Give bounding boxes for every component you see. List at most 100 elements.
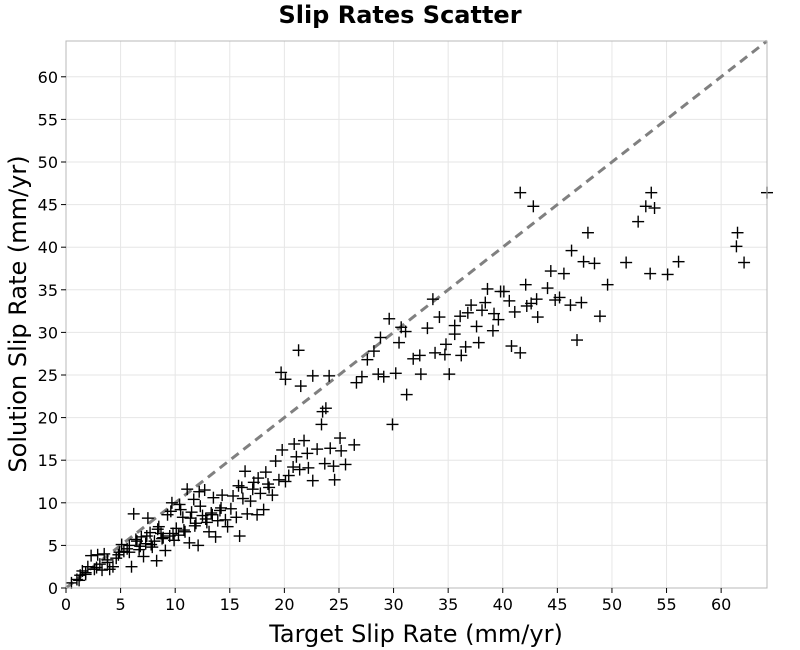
data-point bbox=[355, 370, 368, 383]
data-point bbox=[173, 498, 186, 511]
data-point bbox=[593, 310, 606, 323]
data-point bbox=[367, 345, 380, 358]
data-point bbox=[156, 532, 169, 545]
data-point bbox=[106, 560, 119, 573]
data-point bbox=[137, 550, 150, 563]
data-point bbox=[91, 548, 104, 561]
data-point bbox=[165, 496, 178, 509]
data-point bbox=[372, 368, 385, 381]
data-point bbox=[335, 444, 348, 457]
data-point bbox=[185, 506, 198, 519]
data-point bbox=[328, 473, 341, 486]
data-point bbox=[192, 539, 205, 552]
x-tick-label: 0 bbox=[61, 595, 71, 614]
data-point bbox=[459, 340, 472, 353]
data-point bbox=[514, 186, 527, 199]
data-point bbox=[632, 215, 645, 228]
data-point bbox=[661, 268, 674, 281]
data-point bbox=[413, 349, 426, 362]
data-point bbox=[282, 469, 295, 482]
data-point bbox=[454, 310, 467, 323]
x-tick-label: 25 bbox=[329, 595, 349, 614]
y-axis-label: Solution Slip Rate (mm/yr) bbox=[4, 155, 32, 472]
data-point bbox=[221, 520, 234, 533]
data-point bbox=[461, 306, 474, 319]
data-point bbox=[85, 549, 98, 562]
data-point bbox=[96, 564, 109, 577]
x-axis-label: Target Slip Rate (mm/yr) bbox=[268, 620, 563, 648]
data-point bbox=[389, 367, 402, 380]
data-point bbox=[575, 296, 588, 309]
data-point bbox=[262, 478, 275, 491]
y-axis-ticks: 0 5 10 15 20 25 30 35 40 45 50 55 60 bbox=[38, 68, 66, 598]
data-point bbox=[181, 483, 194, 496]
y-tick-label: 0 bbox=[48, 579, 58, 598]
x-tick-label: 55 bbox=[656, 595, 676, 614]
data-point bbox=[520, 299, 533, 312]
data-point bbox=[140, 530, 153, 543]
data-point bbox=[79, 568, 92, 581]
data-point bbox=[232, 479, 245, 492]
data-point bbox=[601, 278, 614, 291]
data-point bbox=[73, 574, 86, 587]
data-point bbox=[219, 513, 232, 526]
data-point bbox=[194, 500, 207, 513]
y-tick-label: 5 bbox=[48, 536, 58, 555]
y-tick-label: 10 bbox=[38, 494, 58, 513]
data-point bbox=[88, 563, 101, 576]
y-tick-label: 55 bbox=[38, 110, 58, 129]
y-tick-label: 30 bbox=[38, 323, 58, 342]
data-point bbox=[288, 438, 301, 451]
data-point bbox=[439, 338, 452, 351]
data-point bbox=[393, 336, 406, 349]
plot-frame bbox=[65, 40, 768, 589]
data-point bbox=[448, 319, 461, 332]
data-point bbox=[246, 483, 259, 496]
data-point bbox=[101, 553, 114, 566]
data-point bbox=[386, 418, 399, 431]
data-point bbox=[530, 293, 543, 306]
data-point bbox=[211, 514, 224, 527]
data-point bbox=[645, 186, 658, 199]
data-point bbox=[486, 324, 499, 337]
data-point bbox=[259, 466, 272, 479]
data-point bbox=[306, 474, 319, 487]
data-point bbox=[236, 492, 249, 505]
y-tick-label: 15 bbox=[38, 451, 58, 470]
y-tick-label: 60 bbox=[38, 68, 58, 87]
data-point bbox=[577, 255, 590, 268]
data-point bbox=[203, 525, 216, 538]
data-point bbox=[479, 296, 492, 309]
data-point bbox=[199, 512, 212, 525]
data-point bbox=[672, 255, 685, 268]
data-point bbox=[184, 512, 197, 525]
x-tick-label: 45 bbox=[547, 595, 567, 614]
data-point bbox=[215, 501, 228, 514]
data-point bbox=[183, 536, 196, 549]
data-point bbox=[565, 244, 578, 257]
data-point bbox=[112, 548, 125, 561]
data-point bbox=[476, 304, 489, 317]
data-point bbox=[251, 508, 264, 521]
data-point bbox=[209, 530, 222, 543]
data-point bbox=[361, 353, 374, 366]
y-tick-label: 20 bbox=[38, 409, 58, 428]
x-tick-label: 50 bbox=[602, 595, 622, 614]
data-point bbox=[527, 200, 540, 213]
data-point bbox=[279, 373, 292, 386]
data-point bbox=[127, 507, 140, 520]
x-tick-label: 10 bbox=[165, 595, 185, 614]
data-point bbox=[383, 312, 396, 325]
data-point bbox=[316, 405, 329, 418]
data-point bbox=[293, 463, 306, 476]
data-point bbox=[481, 282, 494, 295]
data-point bbox=[324, 442, 337, 455]
data-point bbox=[103, 563, 116, 576]
data-point bbox=[123, 546, 136, 559]
data-point bbox=[135, 530, 148, 543]
data-point bbox=[98, 547, 111, 560]
data-point bbox=[494, 285, 507, 298]
data-point bbox=[508, 305, 521, 318]
data-point bbox=[159, 544, 172, 557]
